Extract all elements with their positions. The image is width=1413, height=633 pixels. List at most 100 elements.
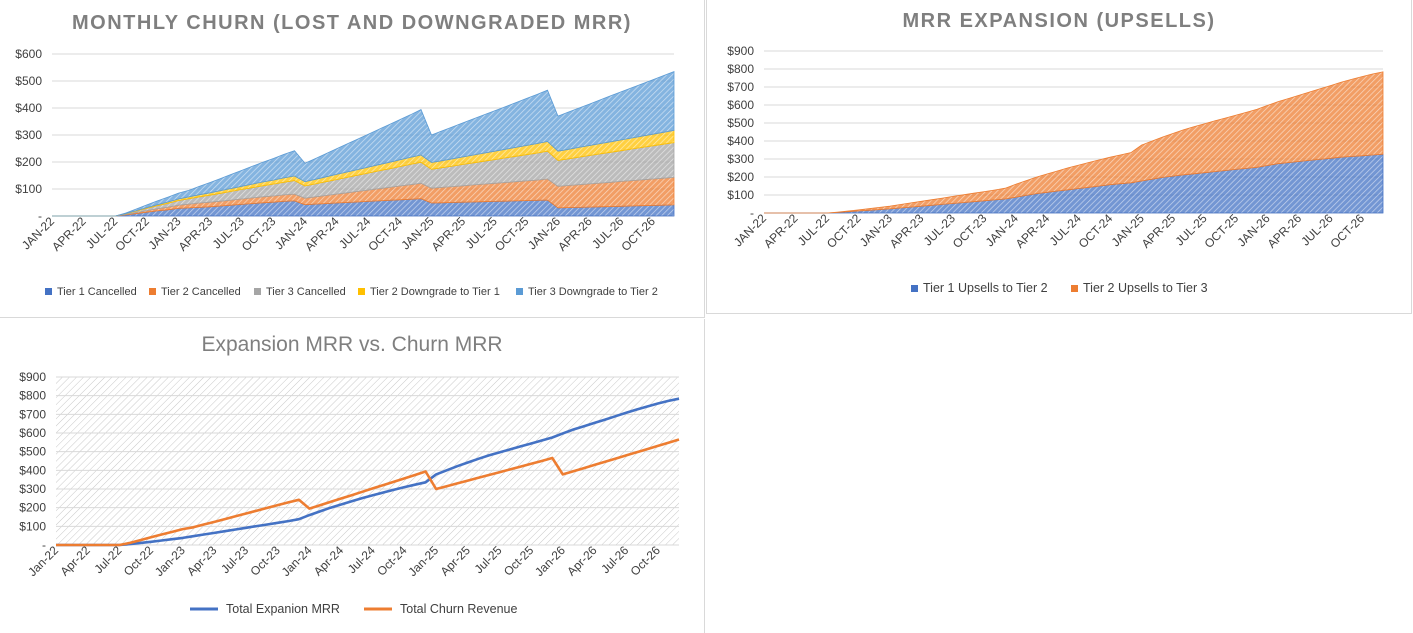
expansion-x-tick-label: OCT-24 (1076, 211, 1116, 251)
compare-y-tick-label: $100 (19, 519, 46, 533)
churn-legend-label: Tier 2 Downgrade to Tier 1 (370, 286, 500, 298)
churn-x-tick-label: APR-22 (49, 214, 89, 254)
compare-x-tick-label: Oct-23 (248, 543, 284, 579)
compare-x-tick-label: Apr-25 (438, 543, 474, 579)
compare-x-tick-label: Jan-25 (405, 543, 441, 579)
churn-y-tick-label: $300 (15, 128, 42, 142)
expansion-y-tick-label: $400 (727, 134, 754, 148)
expansion-legend-label: Tier 2 Upsells to Tier 3 (1083, 281, 1208, 295)
compare-chart-panel[interactable]: Expansion MRR vs. Churn MRR - $100 $200 $30… (0, 319, 705, 633)
compare-y-tick-label: $800 (19, 389, 46, 403)
churn-legend-label: Tier 2 Cancelled (161, 286, 241, 298)
churn-x-tick-label: APR-24 (302, 214, 342, 254)
churn-chart-svg: -$100$200$300$400$500$600JAN-22APR-22JUL… (15, 47, 675, 298)
churn-y-tick-label: $100 (15, 182, 42, 196)
churn-y-tick-label: $200 (15, 155, 42, 169)
expansion-area-1 (764, 71, 1384, 214)
churn-legend-swatch (516, 288, 523, 295)
compare-x-tick-label: Oct-26 (628, 543, 664, 579)
churn-chart-title: MONTHLY CHURN (LOST AND DOWNGRADED MRR) (72, 12, 632, 34)
expansion-y-tick-label: $300 (727, 152, 754, 166)
expansion-x-tick-label: OCT-25 (1202, 211, 1242, 251)
churn-legend-swatch (149, 288, 156, 295)
churn-legend-swatch (358, 288, 365, 295)
churn-chart-panel[interactable]: MONTHLY CHURN (LOST AND DOWNGRADED MRR) … (0, 0, 705, 318)
expansion-legend-swatch (911, 285, 918, 292)
churn-legend-item: Tier 2 Downgrade to Tier 1 (358, 286, 500, 298)
expansion-y-tick-label: $500 (727, 116, 754, 130)
compare-y-tick-label: $500 (19, 445, 46, 459)
expansion-legend-label: Tier 1 Upsells to Tier 2 (923, 281, 1048, 295)
compare-x-tick-label: Apr-26 (564, 543, 600, 579)
churn-x-tick-label: APR-23 (176, 214, 216, 254)
compare-x-tick-label: Jul-26 (598, 543, 631, 576)
churn-y-tick-label: $400 (15, 101, 42, 115)
churn-x-tick-label: OCT-23 (239, 214, 279, 254)
compare-x-tick-label: Apr-23 (184, 543, 220, 579)
compare-x-tick-label: Oct-24 (374, 543, 410, 579)
expansion-chart-title: MRR EXPANSION (UPSELLS) (902, 10, 1216, 32)
expansion-legend-item: Tier 2 Upsells to Tier 3 (1071, 281, 1208, 295)
compare-y-tick-label: $300 (19, 482, 46, 496)
compare-x-tick-label: Jul-23 (218, 543, 251, 576)
churn-legend-label: Tier 3 Downgrade to Tier 2 (528, 286, 658, 298)
compare-x-tick-label: Oct-25 (501, 543, 537, 579)
compare-y-tick-label: $600 (19, 426, 46, 440)
churn-x-tick-label: APR-26 (555, 214, 595, 254)
expansion-y-tick-label: $600 (727, 98, 754, 112)
compare-x-tick-label: Apr-22 (57, 543, 93, 579)
expansion-x-tick-label: APR-22 (761, 211, 801, 251)
churn-x-tick-label: OCT-26 (618, 214, 658, 254)
compare-x-tick-label: Jan-23 (152, 543, 188, 579)
expansion-x-tick-label: APR-26 (1265, 211, 1305, 251)
compare-line-0 (56, 397, 680, 547)
churn-legend-item: Tier 3 Downgrade to Tier 2 (516, 286, 658, 298)
churn-y-tick-label: $500 (15, 74, 42, 88)
churn-legend-label: Tier 1 Cancelled (57, 286, 137, 298)
compare-legend-item: Total Churn Revenue (364, 602, 517, 616)
compare-x-tick-label: Jul-25 (472, 543, 505, 576)
churn-x-tick-label: OCT-24 (365, 214, 405, 254)
expansion-chart-panel[interactable]: MRR EXPANSION (UPSELLS) - $100 $200 $300 $40… (706, 0, 1412, 314)
compare-x-tick-label: Jan-24 (279, 543, 315, 579)
churn-area-4 (52, 71, 675, 217)
expansion-y-tick-label: $800 (727, 62, 754, 76)
churn-legend-item: Tier 3 Cancelled (254, 286, 346, 298)
churn-legend-label: Tier 3 Cancelled (266, 286, 346, 298)
compare-x-tick-label: Apr-24 (311, 543, 347, 579)
churn-legend-swatch (254, 288, 261, 295)
expansion-y-tick-label: $100 (727, 188, 754, 202)
expansion-x-tick-label: OCT-23 (950, 211, 990, 251)
expansion-y-tick-label: $200 (727, 170, 754, 184)
expansion-x-tick-label: APR-24 (1013, 211, 1053, 251)
compare-chart-svg: - $100 $200 $300 $400 $500 $600 $700 $800 $900 Jan… (19, 370, 680, 616)
churn-y-tick-label: - (38, 209, 42, 223)
compare-line-1 (56, 438, 680, 547)
compare-legend-item: Total Expanion MRR (190, 602, 340, 616)
expansion-x-tick-label: OCT-22 (824, 211, 864, 251)
compare-x-tick-label: Jul-24 (345, 543, 378, 576)
expansion-y-tick-label: $700 (727, 80, 754, 94)
churn-x-tick-label: OCT-22 (112, 214, 152, 254)
churn-x-tick-label: APR-25 (429, 214, 469, 254)
churn-legend-item: Tier 1 Cancelled (45, 286, 137, 298)
expansion-chart-svg: -$100$200$300$400$500$600$700$800$900JAN… (727, 44, 1384, 295)
compare-legend-label: Total Expanion MRR (226, 602, 340, 616)
expansion-x-tick-label: OCT-26 (1328, 211, 1368, 251)
churn-y-tick-label: $600 (15, 47, 42, 61)
compare-legend-label: Total Churn Revenue (400, 602, 517, 616)
compare-x-tick-label: Oct-22 (121, 543, 157, 579)
churn-x-tick-label: OCT-25 (492, 214, 532, 254)
expansion-legend-swatch (1071, 285, 1078, 292)
compare-y-tick-label: $700 (19, 407, 46, 421)
expansion-x-tick-label: APR-23 (887, 211, 927, 251)
expansion-x-tick-label: APR-25 (1139, 211, 1179, 251)
expansion-y-tick-label: $900 (727, 44, 754, 58)
compare-plot-background (56, 377, 679, 545)
expansion-y-tick-label: - (750, 206, 754, 220)
compare-x-tick-label: Jan-26 (532, 543, 568, 579)
compare-y-tick-label: - (42, 538, 46, 552)
compare-y-tick-label: $200 (19, 501, 46, 515)
churn-legend-item: Tier 2 Cancelled (149, 286, 241, 298)
expansion-legend-item: Tier 1 Upsells to Tier 2 (911, 281, 1048, 295)
